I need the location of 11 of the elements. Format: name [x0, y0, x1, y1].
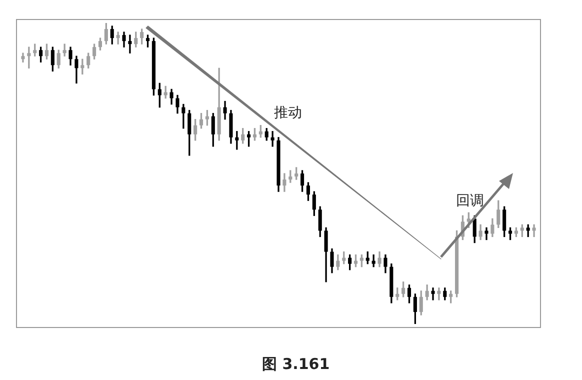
candlestick: [437, 288, 441, 300]
candlestick: [116, 32, 120, 44]
candlestick: [270, 131, 274, 147]
candlestick: [62, 44, 66, 56]
caption: 图 3.161: [262, 355, 330, 374]
annotation: 回调: [456, 192, 484, 210]
candlestick: [532, 224, 536, 238]
candlestick: [431, 288, 435, 300]
annotation: 推动: [274, 104, 302, 122]
candlestick: [484, 227, 488, 240]
candlestick: [128, 34, 132, 54]
